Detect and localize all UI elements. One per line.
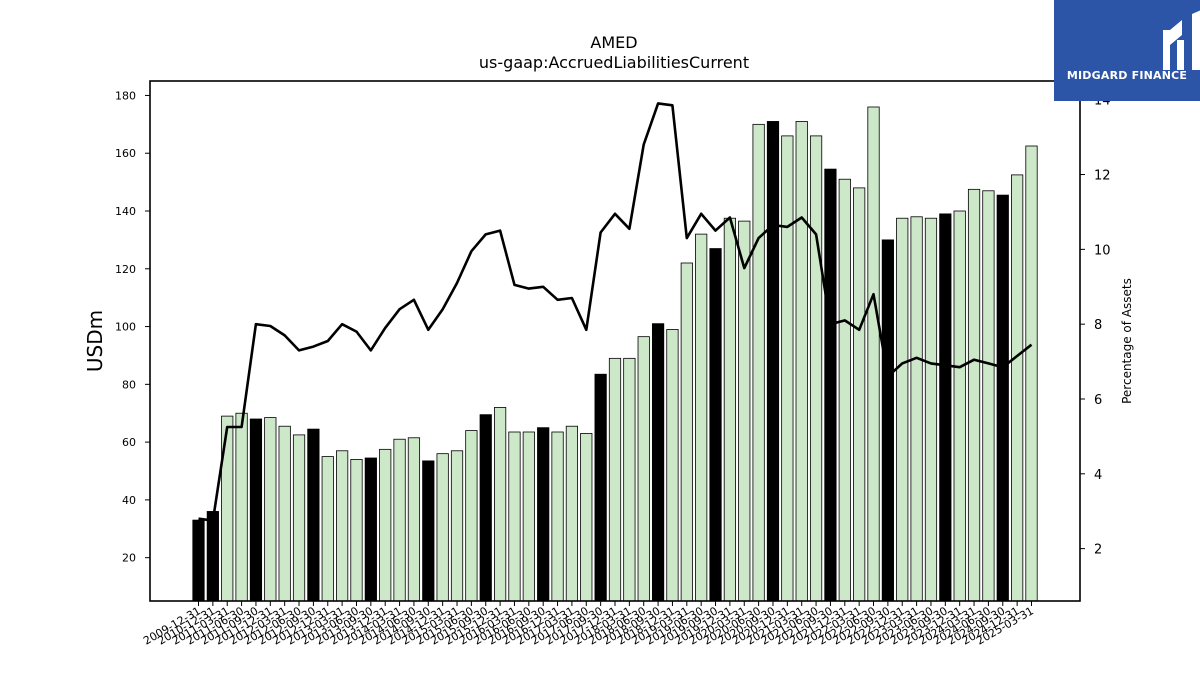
bar <box>910 216 923 602</box>
bar <box>522 431 535 602</box>
y2-tick-label: 4 <box>1094 468 1102 483</box>
bar <box>278 425 291 602</box>
bar <box>508 431 521 602</box>
y-axis-label: USDm <box>83 310 107 372</box>
bar <box>336 450 349 602</box>
percent-line <box>198 102 1033 522</box>
y-axis: 20 40 60 80 100 120 140 160 180 <box>115 89 150 565</box>
bar <box>623 357 636 602</box>
bar <box>996 194 1009 602</box>
bar <box>221 415 234 602</box>
bar <box>853 187 866 602</box>
bar <box>608 357 622 602</box>
bar <box>695 233 708 602</box>
bar <box>723 217 736 602</box>
bar <box>982 190 995 602</box>
chart-title: AMED <box>590 33 637 52</box>
y-tick-label: 120 <box>115 263 136 276</box>
bar <box>867 106 880 602</box>
bar <box>824 168 837 602</box>
bar <box>1011 174 1024 602</box>
bar <box>594 373 607 602</box>
bar <box>379 448 392 602</box>
bar <box>752 123 765 602</box>
bar <box>537 427 550 602</box>
bar <box>795 121 808 602</box>
bar <box>838 178 851 602</box>
x-axis: 2009-12-312010-12-312011-03-312011-06-30… <box>141 601 1036 648</box>
y2-tick-label: 8 <box>1094 318 1102 333</box>
bar <box>939 213 952 602</box>
bar <box>580 433 593 602</box>
bar <box>953 210 966 602</box>
bar <box>264 417 277 602</box>
bar <box>192 519 205 602</box>
y-tick-label: 20 <box>122 552 136 565</box>
y2-tick-label: 12 <box>1094 169 1111 184</box>
bar <box>321 456 334 602</box>
bar <box>393 438 406 602</box>
y2-tick-label: 2 <box>1094 543 1102 558</box>
bar <box>766 121 780 602</box>
bar <box>1025 145 1038 602</box>
bar <box>551 431 564 602</box>
bar <box>249 418 263 602</box>
midgard-m-logo-icon <box>1163 10 1200 70</box>
y-tick-label: 140 <box>115 205 136 218</box>
bar <box>896 217 909 602</box>
bar <box>680 262 693 602</box>
y-tick-label: 160 <box>115 147 136 160</box>
y-tick-label: 80 <box>122 378 136 391</box>
bar <box>235 412 248 602</box>
bar <box>364 457 377 602</box>
bar <box>494 407 507 602</box>
bar <box>781 135 794 602</box>
chart-subtitle: us-gaap:AccruedLiabilitiesCurrent <box>479 53 749 72</box>
bar <box>967 188 981 602</box>
y2-axis-label: Percentage of Assets <box>1120 278 1134 404</box>
y-tick-label: 180 <box>115 89 136 102</box>
bar <box>436 453 449 602</box>
plot-frame <box>149 80 1081 602</box>
bar <box>637 336 650 602</box>
brand-name: MIDGARD FINANCE <box>1066 69 1188 82</box>
bar <box>565 425 579 602</box>
bar <box>465 430 478 602</box>
bar <box>709 248 722 602</box>
y2-tick-label: 10 <box>1094 243 1111 258</box>
y-tick-label: 100 <box>115 321 136 334</box>
bar <box>307 428 320 602</box>
bar <box>422 460 435 602</box>
bar <box>666 329 679 602</box>
y-tick-label: 40 <box>122 494 136 507</box>
y-tick-label: 60 <box>122 436 136 449</box>
bar-series <box>192 106 1038 602</box>
bar <box>206 511 219 602</box>
bar <box>479 414 492 602</box>
brand-logo: MIDGARD FINANCE <box>1054 0 1200 101</box>
bar <box>450 450 464 602</box>
y2-tick-label: 6 <box>1094 393 1102 408</box>
bar <box>881 239 894 602</box>
bar <box>924 217 938 602</box>
bar <box>809 135 823 602</box>
bar <box>651 323 665 602</box>
bar <box>292 434 306 602</box>
bar <box>738 220 751 602</box>
bar <box>407 437 421 602</box>
percent-line-series <box>198 102 1033 522</box>
bar <box>350 459 363 602</box>
